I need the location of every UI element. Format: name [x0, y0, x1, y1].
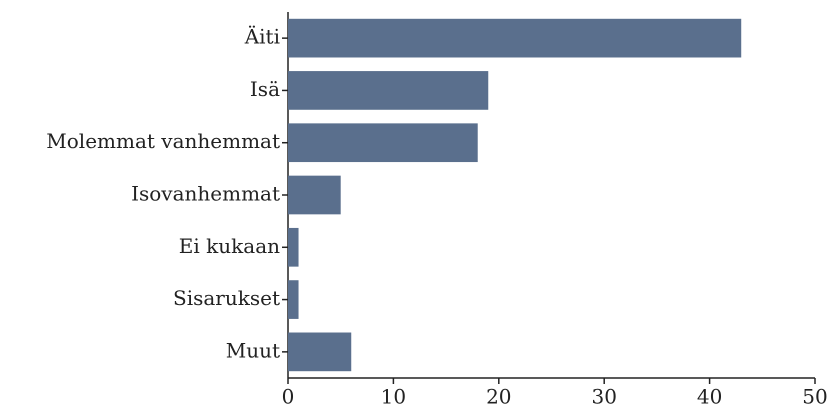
- x-tick-label: 10: [381, 385, 406, 409]
- y-tick-label: Muut: [226, 338, 280, 362]
- bar: [288, 71, 489, 110]
- y-tick-label: Sisarukset: [173, 286, 280, 310]
- bar: [288, 175, 341, 215]
- y-tick-label: Äiti: [244, 25, 280, 49]
- x-tick-label: 40: [697, 385, 722, 409]
- x-tick-label: 20: [486, 385, 511, 409]
- bar: [288, 280, 299, 319]
- bar: [288, 227, 299, 267]
- bar: [288, 123, 478, 163]
- y-tick-label: Isovanhemmat: [131, 182, 280, 206]
- bar: [288, 18, 742, 58]
- y-tick-label: Isä: [250, 77, 280, 101]
- y-tick-label: Ei kukaan: [179, 234, 280, 258]
- x-tick-label: 30: [591, 385, 616, 409]
- bar: [288, 332, 352, 372]
- x-tick-label: 0: [282, 385, 295, 409]
- y-tick-label: Molemmat vanhemmat: [46, 129, 280, 153]
- x-tick-label: 50: [802, 385, 827, 409]
